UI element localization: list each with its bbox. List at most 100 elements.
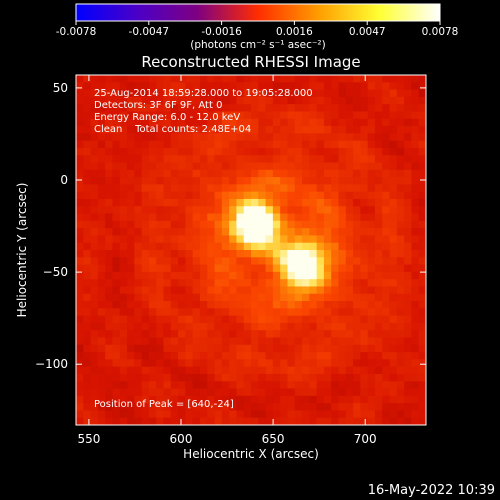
image-pixel xyxy=(382,235,390,244)
image-pixel xyxy=(294,381,303,389)
image-pixel xyxy=(185,271,194,280)
image-pixel xyxy=(170,169,179,178)
image-pixel xyxy=(287,184,296,193)
image-pixel xyxy=(331,220,339,229)
image-pixel xyxy=(229,184,237,193)
image-pixel xyxy=(148,337,157,346)
image-pixel xyxy=(302,344,310,353)
image-pixel xyxy=(192,410,201,419)
image-pixel xyxy=(97,344,106,353)
image-pixel xyxy=(156,337,164,346)
image-pixel xyxy=(323,315,332,324)
image-pixel xyxy=(156,118,164,127)
image-pixel xyxy=(127,322,135,331)
image-pixel xyxy=(163,301,172,309)
image-pixel xyxy=(148,395,157,404)
image-pixel xyxy=(148,293,157,302)
image-pixel xyxy=(287,169,296,178)
image-pixel xyxy=(389,417,398,425)
image-pixel xyxy=(302,315,310,324)
image-pixel xyxy=(280,337,288,346)
image-pixel xyxy=(207,337,215,346)
image-pixel xyxy=(134,133,143,142)
image-pixel xyxy=(243,366,252,375)
image-pixel xyxy=(119,184,128,193)
image-pixel xyxy=(243,206,252,214)
image-pixel xyxy=(396,96,405,105)
image-pixel xyxy=(374,206,383,214)
image-pixel xyxy=(90,359,99,368)
image-pixel xyxy=(418,155,426,163)
image-pixel xyxy=(294,228,303,236)
image-pixel xyxy=(309,169,318,178)
image-pixel xyxy=(221,184,230,193)
image-pixel xyxy=(396,344,405,353)
image-pixel xyxy=(119,366,128,375)
image-pixel xyxy=(294,330,303,338)
image-pixel xyxy=(83,184,91,193)
image-pixel xyxy=(178,337,186,346)
image-pixel xyxy=(163,75,172,83)
image-pixel xyxy=(112,388,121,397)
image-pixel xyxy=(178,220,186,229)
image-pixel xyxy=(353,228,361,236)
image-pixel xyxy=(141,308,150,317)
image-pixel xyxy=(170,403,179,411)
image-pixel xyxy=(411,242,420,251)
image-pixel xyxy=(367,133,376,142)
image-pixel xyxy=(112,235,121,244)
colorbar-tick-label: 0.0016 xyxy=(276,26,313,38)
image-pixel xyxy=(236,315,245,324)
image-pixel xyxy=(280,395,288,404)
image-pixel xyxy=(199,220,208,229)
image-pixel xyxy=(83,220,91,229)
image-pixel xyxy=(214,242,223,251)
image-pixel xyxy=(207,322,215,331)
image-pixel xyxy=(338,140,347,149)
image-pixel xyxy=(345,293,354,302)
image-pixel xyxy=(294,82,303,90)
image-pixel xyxy=(411,118,420,127)
image-pixel xyxy=(141,89,150,98)
image-pixel xyxy=(309,89,318,98)
image-pixel xyxy=(105,293,113,302)
image-pixel xyxy=(294,322,303,331)
image-pixel xyxy=(229,82,237,90)
image-pixel xyxy=(338,373,347,382)
image-pixel xyxy=(236,257,245,265)
image-pixel xyxy=(367,271,376,280)
image-pixel xyxy=(345,352,354,360)
image-pixel xyxy=(90,403,99,411)
image-pixel xyxy=(338,177,347,185)
image-pixel xyxy=(389,359,398,368)
image-pixel xyxy=(207,169,215,178)
image-pixel xyxy=(156,242,164,251)
image-pixel xyxy=(229,213,237,222)
image-pixel xyxy=(323,322,332,331)
image-pixel xyxy=(112,337,121,346)
image-pixel xyxy=(83,315,91,324)
image-pixel xyxy=(76,133,84,142)
image-pixel xyxy=(345,373,354,382)
image-pixel xyxy=(199,96,208,105)
image-pixel xyxy=(323,395,332,404)
image-pixel xyxy=(272,279,281,287)
image-pixel xyxy=(360,359,369,368)
image-pixel xyxy=(148,352,157,360)
image-pixel xyxy=(76,388,84,397)
image-pixel xyxy=(367,373,376,382)
image-pixel xyxy=(338,388,347,397)
image-pixel xyxy=(258,104,266,112)
image-pixel xyxy=(156,96,164,105)
image-pixel xyxy=(90,271,99,280)
image-pixel xyxy=(192,286,201,295)
image-pixel xyxy=(90,286,99,295)
image-pixel xyxy=(192,337,201,346)
image-pixel xyxy=(148,228,157,236)
image-pixel xyxy=(374,118,383,127)
image-pixel xyxy=(229,235,237,244)
image-pixel xyxy=(280,220,288,229)
image-pixel xyxy=(97,352,106,360)
image-pixel xyxy=(280,96,288,105)
image-pixel xyxy=(90,96,99,105)
